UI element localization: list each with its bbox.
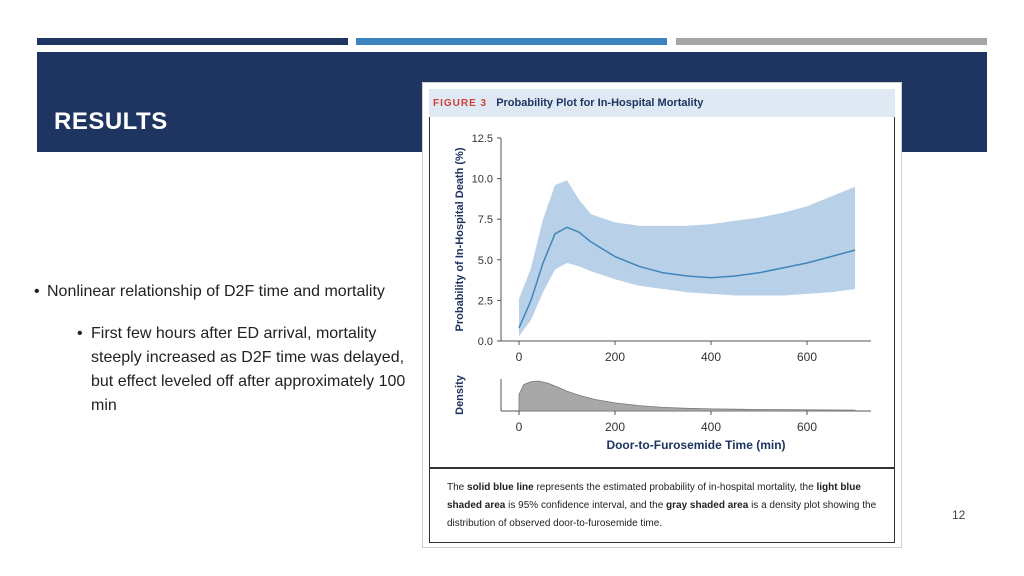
density-y-axis-title: Density (454, 374, 466, 415)
x-tick-label: 600 (797, 350, 817, 364)
bullet-dot: • (34, 283, 40, 300)
bullet-level2: • First few hours after ED arrival, mort… (77, 322, 424, 418)
figure-caption: The solid blue line represents the estim… (447, 479, 887, 533)
confidence-band (519, 180, 855, 337)
density-x-tick-label: 400 (701, 420, 721, 434)
figure-title: Probability Plot for In-Hospital Mortali… (496, 97, 704, 109)
accent-stripe-dark (37, 38, 348, 45)
caption-divider (429, 467, 895, 469)
figure-frame (429, 117, 895, 543)
bullet-level1-text: Nonlinear relationship of D2F time and m… (47, 283, 385, 300)
figure-label: FIGURE 3 (433, 98, 488, 109)
figure-card: FIGURE 3 Probability Plot for In-Hospita… (422, 82, 902, 548)
caption-text: represents the estimated probability of … (533, 482, 817, 493)
x-tick-label: 200 (605, 350, 625, 364)
caption-text: is a density plot showing the distributi… (447, 500, 877, 529)
x-axis-title: Door-to-Furosemide Time (min) (606, 438, 785, 452)
accent-stripe-blue (356, 38, 667, 45)
density-x-tick-label: 0 (516, 420, 523, 434)
probability-chart: 0.0 2.5 5.0 7.5 10.0 12.5 0 200 400 600 Probabilit… (454, 133, 871, 452)
y-tick-label: 7.5 (478, 214, 493, 226)
density-area (518, 380, 856, 412)
density-x-tick-label: 200 (605, 420, 625, 434)
bullet-list: • Nonlinear relationship of D2F time and… (34, 280, 424, 418)
y-tick-label: 2.5 (478, 295, 493, 307)
density-x-tick-label: 600 (797, 420, 817, 434)
caption-bold: light blue shaded area (447, 482, 861, 511)
bullet-dot: • (77, 325, 83, 342)
page-number: 12 (952, 508, 966, 522)
y-tick-label: 10.0 (472, 174, 493, 186)
y-tick-label: 5.0 (478, 255, 493, 267)
y-tick-label: 12.5 (472, 133, 493, 145)
caption-text: is 95% confidence interval, and the (505, 500, 667, 511)
accent-stripe-gray (676, 38, 987, 45)
x-tick-label: 400 (701, 350, 721, 364)
caption-bold: gray shaded area (666, 500, 749, 511)
y-axis-title: Probability of In-Hospital Death (%) (454, 147, 466, 331)
y-tick-label: 0.0 (478, 336, 493, 348)
x-tick-label: 0 (516, 350, 523, 364)
caption-text: The (447, 482, 468, 493)
caption-bold: solid blue line (467, 482, 534, 493)
bullet-level1: • Nonlinear relationship of D2F time and… (34, 280, 424, 304)
estimate-line (518, 226, 856, 329)
bullet-level2-text: First few hours after ED arrival, mortal… (91, 325, 406, 414)
figure-header: FIGURE 3 Probability Plot for In-Hospita… (429, 89, 895, 117)
slide-title: RESULTS (54, 108, 168, 135)
